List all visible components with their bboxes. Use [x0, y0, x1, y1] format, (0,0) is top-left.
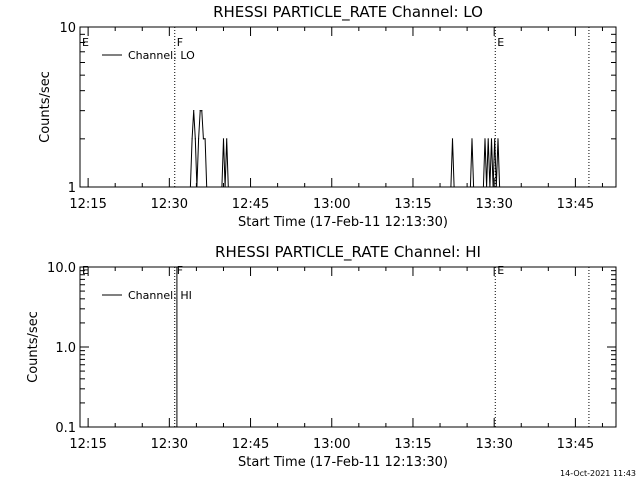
x-tick-label: 13:30: [475, 437, 512, 452]
series-point: [194, 138, 196, 140]
x-axis-label: Start Time (17-Feb-11 12:13:30): [238, 215, 448, 230]
series-point: [222, 138, 225, 140]
y-tick-label: 10.0: [47, 261, 76, 276]
legend-label: Channel: LO: [128, 49, 195, 62]
y-tick-label: 10: [59, 21, 76, 36]
x-tick-label: 13:15: [394, 197, 431, 212]
y-axis-label: Counts/sec: [38, 71, 53, 143]
x-tick-label: 12:45: [232, 437, 269, 452]
series-point: [490, 138, 493, 140]
series-point: [204, 138, 206, 140]
x-tick-label: 13:30: [475, 197, 512, 212]
x-tick-label: 13:00: [313, 197, 350, 212]
series-point: [199, 110, 201, 112]
x-tick-label: 12:30: [151, 437, 188, 452]
series-point: [226, 138, 228, 140]
x-tick-label: 12:15: [69, 437, 106, 452]
y-axis-label: Counts/sec: [26, 311, 41, 383]
legend-label: Channel: HI: [128, 289, 192, 302]
series-point: [197, 138, 200, 140]
event-marker-label: E: [497, 264, 504, 277]
event-marker-label: E: [82, 36, 89, 49]
series-point: [497, 138, 499, 140]
series-point: [494, 138, 496, 140]
y-tick-label: 1: [68, 181, 76, 196]
x-axis-label: Start Time (17-Feb-11 12:13:30): [238, 455, 448, 470]
y-tick-label: 0.1: [55, 421, 76, 436]
series-point: [451, 138, 454, 140]
x-tick-label: 13:15: [394, 437, 431, 452]
series-point: [201, 110, 203, 112]
event-marker-label: F: [177, 264, 183, 277]
chart-panel-lo: RHESSI PARTICLE_RATE Channel: LO 12:15 12:…: [38, 3, 617, 230]
series-point: [193, 110, 195, 112]
x-tick-label: 12:30: [151, 197, 188, 212]
footer-timestamp: 14-Oct-2021 11:43: [560, 469, 636, 478]
series-point: [202, 138, 205, 140]
event-marker-label: E: [82, 264, 89, 277]
x-tick-label: 12:15: [69, 197, 106, 212]
chart-title: RHESSI PARTICLE_RATE Channel: HI: [215, 243, 481, 262]
x-tick-label: 13:45: [557, 437, 594, 452]
series-point: [191, 138, 193, 140]
series-point: [487, 138, 489, 140]
x-tick-label: 13:45: [557, 197, 594, 212]
y-tick-label: 1.0: [55, 341, 76, 356]
chart-title: RHESSI PARTICLE_RATE Channel: LO: [213, 3, 483, 22]
series-line: [189, 110, 501, 188]
chart-panel-hi: RHESSI PARTICLE_RATE Channel: HI 12:15 12:…: [26, 243, 617, 470]
x-tick-label: 12:45: [232, 197, 269, 212]
event-marker-label: F: [177, 36, 183, 49]
event-marker-label: E: [497, 36, 504, 49]
series-point: [471, 138, 473, 140]
series-point: [484, 138, 486, 140]
x-tick-label: 13:00: [313, 437, 350, 452]
